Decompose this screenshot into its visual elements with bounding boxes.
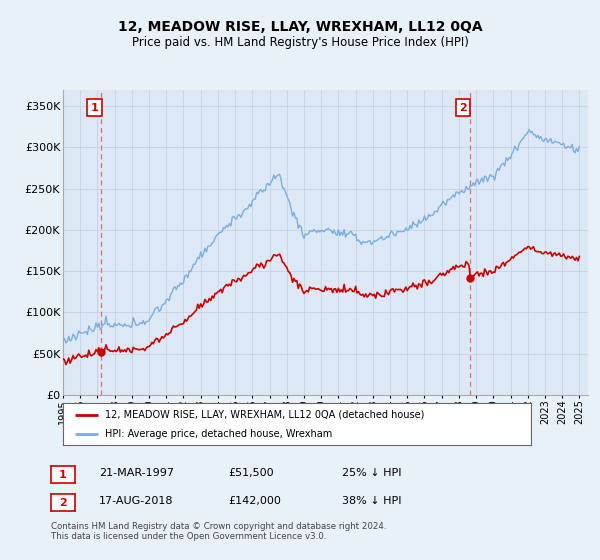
Text: HPI: Average price, detached house, Wrexham: HPI: Average price, detached house, Wrex…: [105, 429, 332, 439]
Text: 1: 1: [91, 102, 98, 113]
Text: Price paid vs. HM Land Registry's House Price Index (HPI): Price paid vs. HM Land Registry's House …: [131, 36, 469, 49]
Text: 2: 2: [59, 498, 67, 508]
Text: 38% ↓ HPI: 38% ↓ HPI: [342, 496, 401, 506]
Text: 17-AUG-2018: 17-AUG-2018: [99, 496, 173, 506]
Text: £142,000: £142,000: [228, 496, 281, 506]
Text: 21-MAR-1997: 21-MAR-1997: [99, 468, 174, 478]
Text: 25% ↓ HPI: 25% ↓ HPI: [342, 468, 401, 478]
Text: 1: 1: [59, 470, 67, 480]
Text: 12, MEADOW RISE, LLAY, WREXHAM, LL12 0QA (detached house): 12, MEADOW RISE, LLAY, WREXHAM, LL12 0QA…: [105, 409, 424, 419]
Text: 2: 2: [459, 102, 467, 113]
Text: £51,500: £51,500: [228, 468, 274, 478]
Text: Contains HM Land Registry data © Crown copyright and database right 2024.
This d: Contains HM Land Registry data © Crown c…: [51, 522, 386, 542]
Text: 12, MEADOW RISE, LLAY, WREXHAM, LL12 0QA: 12, MEADOW RISE, LLAY, WREXHAM, LL12 0QA: [118, 20, 482, 34]
